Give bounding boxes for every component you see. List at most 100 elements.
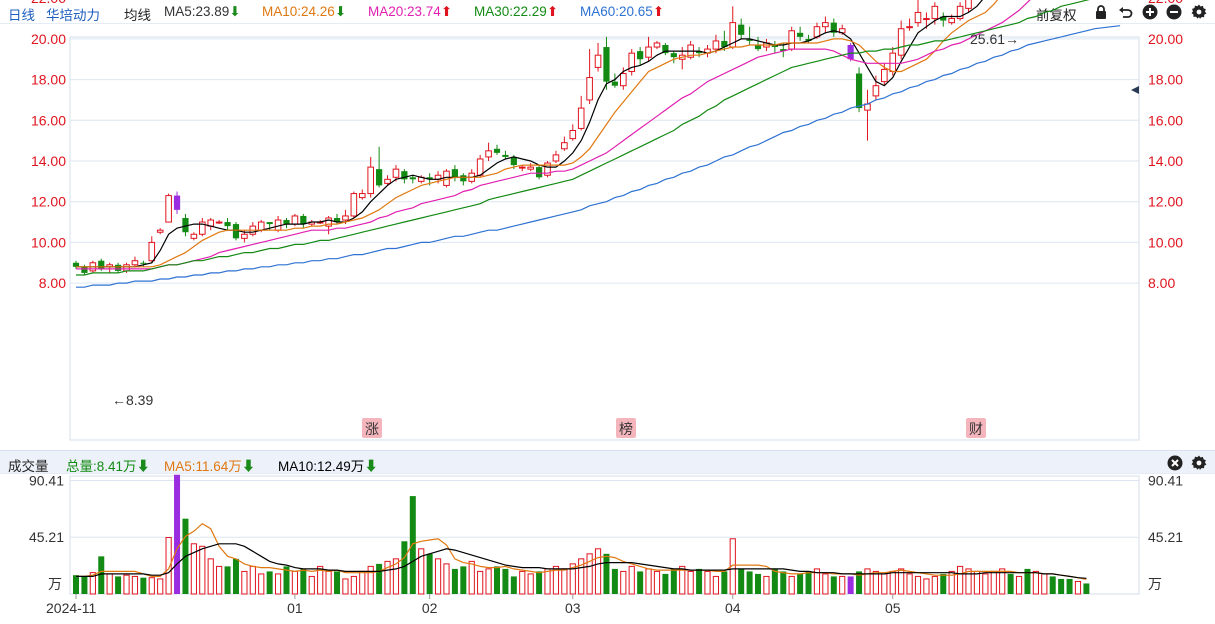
volume-bar [746,571,753,594]
volume-bar [620,570,627,595]
arrow-up-icon: ⬆ [440,4,453,19]
candle-body [510,156,517,166]
event-tag-marker [966,418,986,438]
volume-bar [561,568,568,595]
volume-bar [856,571,863,594]
x-tick-label: 02 [422,600,438,616]
volume-bar [864,568,871,595]
zoom-out-icon[interactable] [1165,3,1183,21]
candle-body [392,168,400,178]
ma5-label: MA5:23.89⬇ [164,4,241,20]
candle-body [569,129,577,140]
stock-name[interactable]: 华培动力 [46,8,100,23]
volume-bar [283,566,290,594]
candle-body [485,150,492,158]
candle-body [847,45,854,60]
volume-bar [906,573,913,595]
volume-bar [443,563,450,595]
volume-bar [847,576,854,594]
volume-bar [274,573,282,595]
undo-icon[interactable] [1116,3,1134,21]
candle-body [266,222,273,225]
settings-icon[interactable] [1190,454,1208,472]
candle-body [965,0,972,9]
volume-ma10-text: MA10:12.49万 [278,459,365,474]
volume-bar [510,576,517,594]
candle-body [502,154,509,157]
candle-body [721,40,728,48]
volume-bar [426,553,433,594]
volume-bar [914,575,922,595]
candle-body [923,18,930,21]
settings-icon[interactable] [1190,3,1208,21]
price-tick-right: 22.00 [1148,0,1183,6]
volume-bar [1058,578,1065,594]
volume-bar [679,565,686,595]
volume-bar [670,568,677,594]
candle-body [165,195,172,223]
volume-bar [662,573,669,594]
candle-body [628,52,636,72]
close-icon[interactable] [1166,454,1184,472]
volume-bar [628,565,635,595]
candle-body [754,45,762,50]
lock-icon[interactable] [1092,3,1110,21]
volume-bar [594,548,602,595]
ma10-label: MA10:24.26⬇ [262,4,346,20]
volume-bar [1074,580,1082,595]
candle-body [81,266,88,273]
ma-line-ma20 [76,0,1031,270]
candle-body [283,220,290,225]
candle-body [561,142,568,150]
volume-bar [1032,570,1039,595]
volume-bar [780,571,787,594]
chart-toolbar: 日线 华培动力 均线 MA5:23.89⬇ MA10:24.26⬇ MA20:2… [0,0,1215,24]
candle-body [257,221,265,231]
candle-body [586,77,593,101]
volume-bar [89,572,96,595]
candle-body [384,178,391,184]
candle-body [300,215,307,225]
event-tag-marker [362,418,382,438]
candle-body [358,193,366,199]
volume-bar [552,565,560,595]
candle-body [182,217,189,233]
candle-body [232,224,240,239]
ma-line-ma60 [76,25,1121,288]
volume-ma-line-ma10 [76,543,1087,579]
volume-title[interactable]: 成交量 [8,459,49,474]
volume-bar [1041,573,1048,595]
x-tick-label: 05 [885,600,901,616]
volume-bar [165,537,172,595]
period-label[interactable]: 日线 [8,8,35,23]
volume-bar [342,578,349,595]
candle-body [738,24,745,35]
volume-bar [519,570,526,595]
candle-body [746,38,753,41]
candle-body [662,45,669,54]
volume-bar [889,570,896,595]
volume-bar [822,573,829,595]
price-tick-right: 12.00 [1148,194,1183,210]
volume-bar [249,565,256,595]
candle-body [611,81,618,86]
volume-bar [81,576,88,594]
event-tag-marker [616,418,636,438]
volume-bar [300,568,307,594]
x-tick-label: 2024-11 [46,600,97,616]
volume-bar [544,568,551,595]
candle-body [131,260,139,266]
volume-bar [923,578,930,595]
volume-bar [637,571,644,594]
zoom-in-icon[interactable] [1141,3,1159,21]
volume-bar [350,575,357,595]
ma-title[interactable]: 均线 [124,8,151,23]
volume-bar [434,558,442,595]
volume-bar [611,568,618,594]
candle-body [797,32,804,37]
volume-unit-left: 万 [48,576,62,592]
volume-bar [687,570,694,595]
price-tick-left: 8.00 [39,275,66,291]
candle-body [342,215,349,221]
